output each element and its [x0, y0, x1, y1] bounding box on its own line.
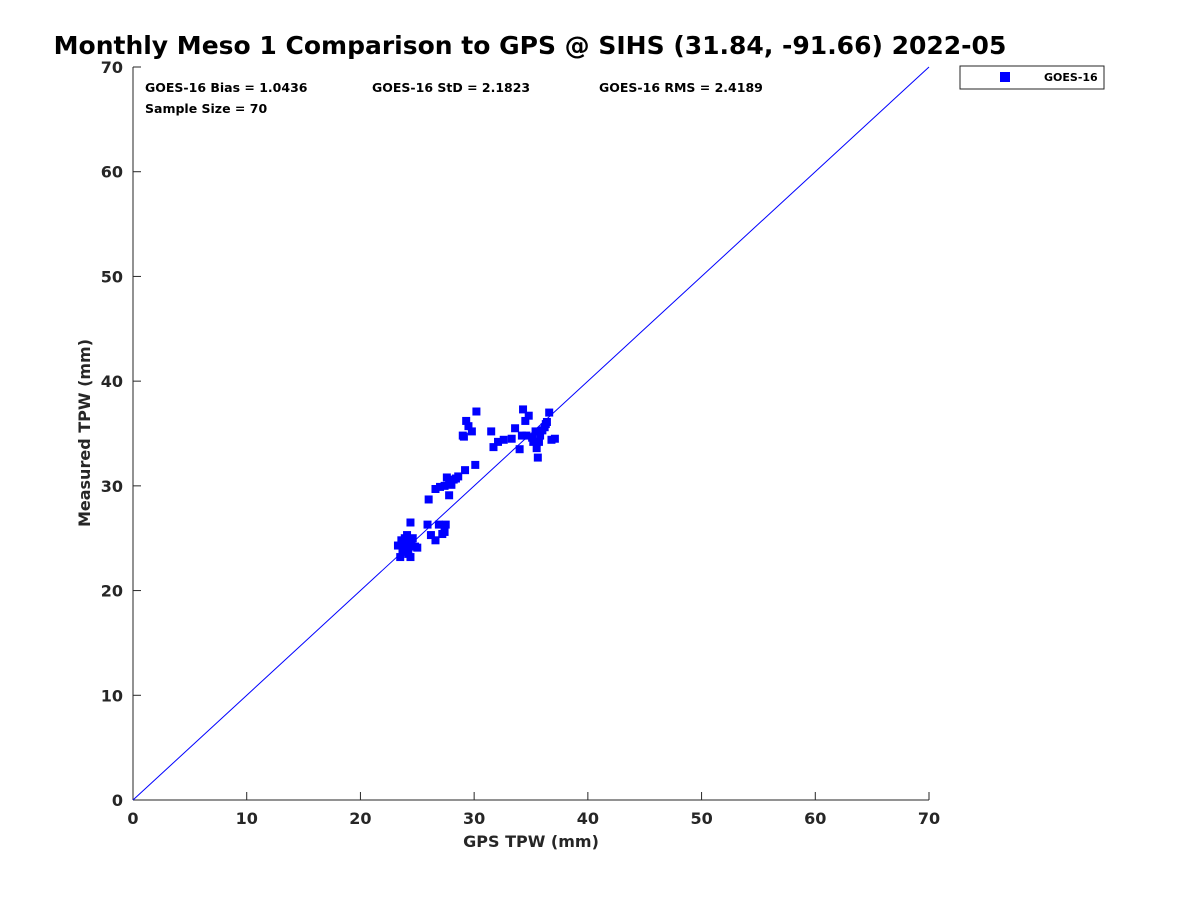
- x-tick-label: 0: [127, 809, 138, 828]
- data-point: [489, 443, 498, 452]
- y-axis-ticks: 0 10 20 30 40 50 60 70: [101, 58, 141, 810]
- data-point: [511, 424, 520, 433]
- data-point: [403, 531, 412, 540]
- y-tick-label: 60: [101, 163, 123, 182]
- std-annotation: GOES-16 StD = 2.1823: [372, 80, 530, 95]
- one-to-one-reference-line: [132, 66, 930, 801]
- data-point: [521, 416, 530, 425]
- data-point: [404, 545, 413, 554]
- data-point: [533, 453, 542, 462]
- bias-annotation: GOES-16 Bias = 1.0436: [145, 80, 308, 95]
- data-point: [447, 480, 456, 489]
- data-points: [393, 405, 559, 562]
- data-point: [431, 536, 440, 545]
- data-point: [499, 435, 508, 444]
- data-point: [441, 520, 450, 529]
- data-point: [507, 434, 516, 443]
- data-point: [440, 481, 449, 490]
- legend: GOES-16: [959, 65, 1105, 90]
- data-point: [413, 543, 422, 552]
- data-point: [467, 427, 476, 436]
- data-point: [550, 434, 559, 443]
- data-point: [399, 541, 408, 550]
- y-tick-label: 0: [112, 791, 123, 810]
- data-point: [407, 538, 416, 547]
- y-axis-label: Measured TPW (mm): [75, 339, 94, 527]
- legend-box: [959, 65, 1105, 90]
- data-point: [471, 460, 480, 469]
- y-tick-label: 50: [101, 267, 123, 286]
- data-point: [454, 472, 463, 481]
- data-point: [464, 422, 473, 431]
- plot-area: 0 10 20 30 40 50 60 70 0 10 20 30 40 50 60 70: [101, 58, 940, 828]
- y-tick-label: 70: [101, 58, 123, 77]
- legend-square-marker-icon: [1000, 72, 1010, 82]
- data-point: [445, 491, 454, 500]
- data-point: [440, 527, 449, 536]
- data-point: [426, 531, 435, 540]
- data-point: [532, 444, 541, 453]
- data-point: [404, 549, 413, 558]
- data-point: [487, 427, 496, 436]
- data-point: [472, 407, 481, 416]
- data-point: [442, 473, 451, 482]
- data-point: [408, 534, 417, 543]
- data-point: [519, 405, 528, 414]
- data-point: [528, 433, 537, 442]
- data-point: [458, 431, 467, 440]
- data-point: [424, 495, 433, 504]
- x-tick-label: 60: [804, 809, 826, 828]
- data-point: [524, 411, 533, 420]
- data-point: [545, 408, 554, 417]
- rms-annotation: GOES-16 RMS = 2.4189: [599, 80, 763, 95]
- y-tick-label: 20: [101, 582, 123, 601]
- y-tick-label: 10: [101, 686, 123, 705]
- data-point: [406, 518, 415, 527]
- data-point: [461, 466, 470, 475]
- data-point: [396, 553, 405, 562]
- data-point: [534, 437, 543, 446]
- data-point: [436, 482, 445, 491]
- data-point: [517, 431, 526, 440]
- data-point: [529, 437, 538, 446]
- data-point: [494, 437, 503, 446]
- x-axis-ticks: 0 10 20 30 40 50 60 70: [127, 792, 940, 828]
- data-point: [398, 547, 407, 556]
- data-point: [515, 445, 524, 454]
- data-point: [462, 416, 471, 425]
- data-point: [531, 427, 540, 436]
- data-point: [536, 431, 545, 440]
- x-tick-label: 40: [577, 809, 599, 828]
- chart-title: Monthly Meso 1 Comparison to GPS @ SIHS …: [54, 31, 1007, 60]
- legend-entry-label: GOES-16: [1044, 71, 1098, 84]
- data-point: [393, 541, 402, 550]
- data-point: [401, 535, 410, 544]
- y-tick-label: 40: [101, 372, 123, 391]
- x-tick-label: 10: [236, 809, 258, 828]
- data-point: [434, 520, 443, 529]
- x-tick-label: 30: [463, 809, 485, 828]
- x-tick-label: 20: [349, 809, 371, 828]
- x-tick-label: 50: [690, 809, 712, 828]
- data-point: [541, 420, 550, 429]
- data-point: [522, 431, 531, 440]
- y-tick-label: 30: [101, 477, 123, 496]
- data-point: [423, 520, 432, 529]
- data-point: [431, 484, 440, 493]
- sample-size-annotation: Sample Size = 70: [145, 101, 267, 116]
- x-tick-label: 70: [918, 809, 940, 828]
- x-axis-label: GPS TPW (mm): [463, 832, 599, 851]
